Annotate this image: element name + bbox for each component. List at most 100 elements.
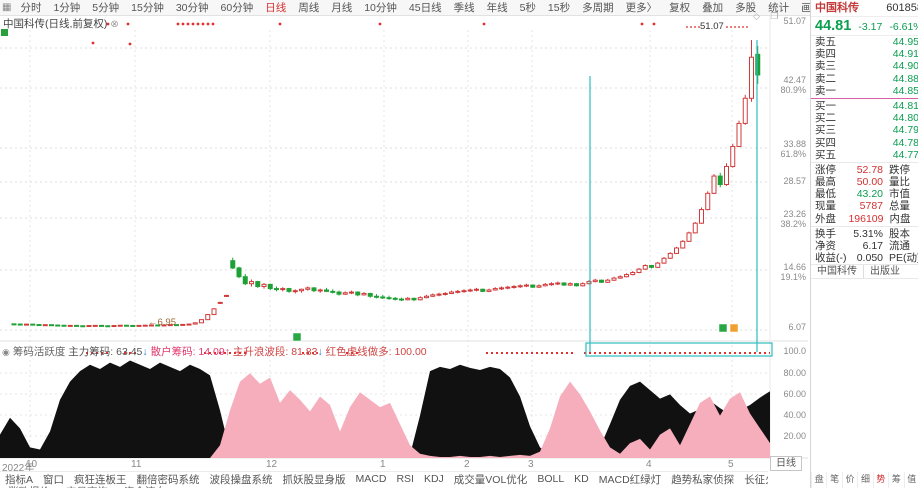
indicator-button-抓妖股显身版[interactable]: 抓妖股显身版 [282,473,346,486]
period-tab-10分钟[interactable]: 10分钟 [364,2,397,14]
svg-text:80.9%: 80.9% [780,85,806,95]
value: 44.90 [892,60,918,73]
value: 6.17 [862,240,883,252]
tool-统计[interactable]: 统计 [768,2,790,14]
quote-row-买二: 买二 44.80 [811,112,918,124]
peak-price-label: 51.07 [700,21,724,32]
indicator-toolbar: 指标A 窗口 疯狂连板王 翻倍密码系统 波段操盘系统 抓妖股显身版 MACD RSI KDJ 成交… [0,471,768,486]
date-label-12: 12 [266,459,278,470]
chart-corner-tools-icons[interactable]: ◇ ❐ [753,11,783,21]
label: 卖四 [815,48,836,61]
indicator-button-趋势私家侦探[interactable]: 趋势私家侦探 [671,473,735,486]
period-tab-5秒[interactable]: 5秒 [519,2,536,14]
indicator-button-RSI[interactable]: RSI [396,473,414,485]
quote-stats: 涨停 52.78 跌停 最高 50.00 量比 最低 43.20 市值 现量 5787 总量 外盘 196… [811,161,918,265]
indicator-button-波段操盘系统[interactable]: 波段操盘系统 [209,473,273,486]
period-tab-月线[interactable]: 月线 [331,2,353,14]
period-tab-1分钟[interactable]: 1分钟 [53,2,81,14]
indicator-button-MACD[interactable]: MACD [355,473,387,485]
mini-tab-细[interactable]: 细 [857,472,872,488]
svg-text:14.66: 14.66 [783,262,806,272]
quote-row-换手: 换手 5.31% 股本 [811,228,918,240]
period-tab-5分钟[interactable]: 5分钟 [92,2,120,14]
quote-row-卖五: 卖五 44.95 [811,36,918,48]
period-tab-年线[interactable]: 年线 [486,2,508,14]
value: 43.20 [856,188,883,201]
tool-复权[interactable]: 复权 [669,2,691,14]
period-tab-多周期[interactable]: 多周期 [582,2,614,14]
date-label-5: 5 [728,459,734,470]
mini-tab-筹[interactable]: 筹 [888,472,903,488]
period-box[interactable]: 日线 [770,456,802,471]
indicator-header-segment: ↓ [142,346,151,358]
value: 44.81 [892,99,918,112]
indicator-button-KD[interactable]: KD [574,473,589,485]
stock-code: 601858 [886,2,918,14]
quote-panel: 中国科传 601858 44.81 -3.17 -6.61% 卖五44.95卖四… [810,0,918,488]
period-tab-15分钟[interactable]: 15分钟 [131,2,164,14]
period-tab-更多〉[interactable]: 更多〉 [625,2,658,14]
period-tab-45日线[interactable]: 45日线 [408,2,442,14]
svg-text:38.2%: 38.2% [780,219,806,229]
svg-text:100.0: 100.0 [783,346,806,356]
date-label-11: 11 [131,459,142,470]
quote-row-净资: 净资 6.17 流通 [811,240,918,252]
period-tab-30分钟[interactable]: 30分钟 [175,2,209,14]
indicator-button-MACD红绿灯[interactable]: MACD红绿灯 [598,473,662,486]
label2: 流通 [889,240,910,252]
partial-bottom-row: 涨跌报价交易查询资金流向 [0,484,768,488]
period-tab-分时[interactable]: 分时 [20,2,42,14]
bottom-tab-资金流向[interactable]: 资金流向 [116,486,174,488]
svg-text:61.8%: 61.8% [780,149,806,159]
close-icon[interactable]: ⊗ [110,19,119,30]
indicator-header-segment: ↑ [224,346,233,358]
bottom-tab-涨跌报价[interactable]: 涨跌报价 [0,486,58,488]
sector-tab-中国科传[interactable]: 中国科传 [817,266,857,278]
sector-tab-出版业[interactable]: 出版业 [863,265,906,279]
label2: 内盘 [889,212,911,225]
label: 买四 [815,136,836,149]
mini-tab-笔[interactable]: 笔 [826,472,841,488]
period-tab-周线[interactable]: 周线 [298,2,320,14]
indicator-dot-icon[interactable]: ◉ [2,347,10,357]
grid-icon[interactable]: ▦ [2,2,12,13]
indicator-button-翻倍密码系统[interactable]: 翻倍密码系统 [136,473,200,486]
mini-tab-价[interactable]: 价 [841,472,857,488]
mini-tab-盘[interactable]: 盘 [811,472,826,488]
date-label-3: 3 [528,459,534,470]
period-tab-季线[interactable]: 季线 [453,2,475,14]
indicator-button-BOLL[interactable]: BOLL [537,473,565,485]
quote-row-买一: 买一 44.81 [811,100,918,112]
tool-叠加[interactable]: 叠加 [702,2,724,14]
mini-tab-值[interactable]: 值 [903,472,918,488]
quote-row-最高: 最高 50.00 量比 [811,176,918,188]
date-label-10: 10 [26,459,38,470]
tool-多股[interactable]: 多股 [735,2,757,14]
mini-tab-势[interactable]: 势 [872,472,888,488]
label: 买三 [815,124,836,137]
indicator-button-长征火箭发射[interactable]: 长征火箭发射 [744,473,768,486]
date-label-2: 2 [464,459,470,470]
bottom-tab-交易查询[interactable]: 交易查询 [58,486,116,488]
indicator-button-疯狂连板王[interactable]: 疯狂连板王 [74,473,127,486]
date-axis: 2022年 10 11 12 1 2 3 4 5 [0,459,810,474]
svg-text:33.88: 33.88 [783,139,806,149]
period-tab-60分钟[interactable]: 60分钟 [220,2,254,14]
value: 44.91 [892,48,918,61]
period-tab-15秒[interactable]: 15秒 [547,2,571,14]
label2: 市值 [889,188,910,201]
value: 44.88 [892,72,918,85]
indicator-button-KDJ[interactable]: KDJ [423,473,444,485]
sector-tabs: 中国科传 出版业 [811,264,918,280]
period-tab-日线[interactable]: 日线 [265,2,287,14]
svg-text:42.47: 42.47 [783,75,806,85]
indicator-button-成交量VOL优化[interactable]: 成交量VOL优化 [453,473,528,486]
quote-row-现量: 现量 5787 总量 [811,200,918,212]
quote-row-卖三: 卖三 44.90 [811,60,918,72]
indicator-button-指标A[interactable]: 指标A [5,473,34,486]
label: 涨停 [815,163,836,176]
quote-row-收益(-): 收益(-) 0.050 PE(动) [811,252,918,264]
indicator-button-窗口[interactable]: 窗口 [43,473,65,486]
